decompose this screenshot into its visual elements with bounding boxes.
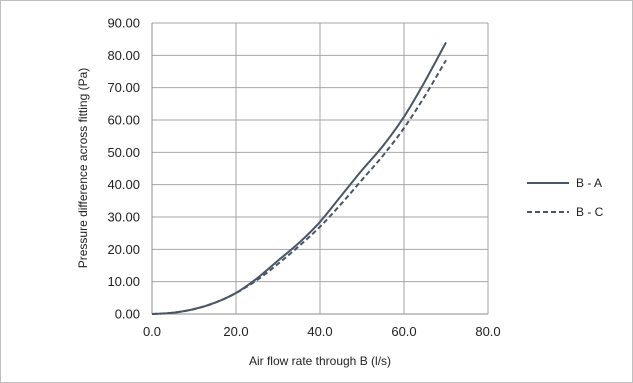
series-line-b-a [151, 41, 447, 315]
x-tick-label: 20.0 [223, 324, 248, 339]
y-tick-label: 20.00 [107, 242, 140, 257]
x-axis-ticks: 0.0 20.0 40.0 60.0 80.0 [143, 324, 501, 339]
x-tick-label: 0.0 [143, 324, 161, 339]
y-tick-label: 30.00 [107, 210, 140, 225]
x-tick-label: 40.0 [307, 324, 332, 339]
legend-label-b-a: B - A [576, 176, 602, 190]
y-tick-label: 60.00 [107, 113, 140, 128]
legend: B - A B - C [527, 176, 604, 219]
y-tick-label: 50.00 [107, 145, 140, 160]
x-axis-title: Air flow rate through B (l/s) [249, 354, 391, 368]
y-tick-label: 70.00 [107, 80, 140, 95]
series-lines [151, 41, 447, 315]
series-line-b-c [151, 59, 447, 315]
y-tick-label: 90.00 [107, 16, 140, 31]
y-tick-label: 0.00 [115, 307, 140, 322]
gridlines [152, 22, 489, 314]
plot-area-border [151, 23, 488, 315]
y-axis-title: Pressure difference across fitting (Pa) [76, 68, 90, 269]
legend-label-b-c: B - C [576, 205, 604, 219]
y-tick-label: 10.00 [107, 274, 140, 289]
x-tick-label: 80.0 [475, 324, 500, 339]
y-tick-label: 80.00 [107, 48, 140, 63]
y-tick-label: 40.00 [107, 177, 140, 192]
y-axis-ticks: 0.00 10.00 20.00 30.00 40.00 50.00 60.00 70.00 8… [107, 16, 140, 322]
x-tick-label: 60.0 [391, 324, 416, 339]
